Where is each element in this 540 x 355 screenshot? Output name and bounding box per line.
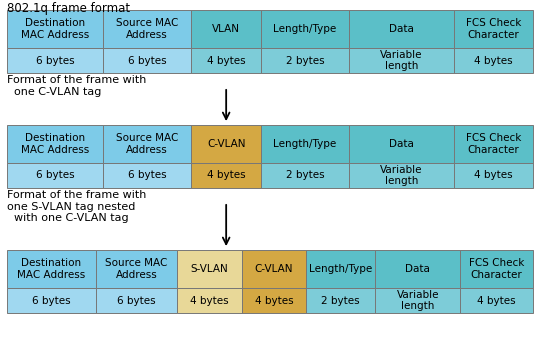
Text: C-VLAN: C-VLAN xyxy=(255,264,293,274)
Bar xyxy=(454,125,533,163)
Text: 6 bytes: 6 bytes xyxy=(128,170,166,180)
Text: Destination
MAC Address: Destination MAC Address xyxy=(21,18,89,40)
Bar xyxy=(191,48,261,73)
Text: Length/Type: Length/Type xyxy=(273,24,337,34)
Text: 2 bytes: 2 bytes xyxy=(286,170,325,180)
Bar xyxy=(349,10,454,48)
Text: Source MAC
Address: Source MAC Address xyxy=(116,18,178,40)
Bar xyxy=(7,48,104,73)
Text: 6 bytes: 6 bytes xyxy=(128,55,166,66)
Text: 6 bytes: 6 bytes xyxy=(32,295,71,306)
Text: 6 bytes: 6 bytes xyxy=(36,170,75,180)
Bar xyxy=(306,288,375,313)
Bar xyxy=(375,250,460,288)
Text: FCS Check
Character: FCS Check Character xyxy=(469,258,524,280)
Bar xyxy=(7,163,104,188)
Bar xyxy=(454,48,533,73)
Text: C-VLAN: C-VLAN xyxy=(207,139,245,149)
Bar xyxy=(242,288,306,313)
Text: Length/Type: Length/Type xyxy=(309,264,373,274)
Text: Source MAC
Address: Source MAC Address xyxy=(105,258,167,280)
Bar xyxy=(460,288,533,313)
Text: VLAN: VLAN xyxy=(212,24,240,34)
Bar xyxy=(104,48,191,73)
Text: 2 bytes: 2 bytes xyxy=(286,55,325,66)
Text: 4 bytes: 4 bytes xyxy=(255,295,293,306)
Bar xyxy=(96,288,177,313)
Bar xyxy=(191,125,261,163)
Bar xyxy=(261,163,349,188)
Bar xyxy=(191,163,261,188)
Bar xyxy=(104,10,191,48)
Text: 6 bytes: 6 bytes xyxy=(117,295,156,306)
Text: 4 bytes: 4 bytes xyxy=(474,55,513,66)
Text: Data: Data xyxy=(389,24,414,34)
Bar xyxy=(7,125,104,163)
Bar xyxy=(261,10,349,48)
Bar xyxy=(177,288,242,313)
Bar xyxy=(191,10,261,48)
Bar xyxy=(454,10,533,48)
Bar xyxy=(7,250,96,288)
Text: Destination
MAC Address: Destination MAC Address xyxy=(17,258,86,280)
Text: 4 bytes: 4 bytes xyxy=(477,295,516,306)
Text: FCS Check
Character: FCS Check Character xyxy=(466,18,521,40)
Text: FCS Check
Character: FCS Check Character xyxy=(466,133,521,155)
Bar xyxy=(104,125,191,163)
Text: 4 bytes: 4 bytes xyxy=(190,295,228,306)
Text: 6 bytes: 6 bytes xyxy=(36,55,75,66)
Text: 4 bytes: 4 bytes xyxy=(207,55,246,66)
Text: 4 bytes: 4 bytes xyxy=(474,170,513,180)
Bar xyxy=(7,10,104,48)
Text: Variable
length: Variable length xyxy=(380,165,423,186)
Text: Data: Data xyxy=(389,139,414,149)
Text: Source MAC
Address: Source MAC Address xyxy=(116,133,178,155)
Text: Data: Data xyxy=(405,264,430,274)
Bar xyxy=(349,125,454,163)
Text: Length/Type: Length/Type xyxy=(273,139,337,149)
Bar xyxy=(7,288,96,313)
Text: Variable
length: Variable length xyxy=(396,290,439,311)
Text: 2 bytes: 2 bytes xyxy=(321,295,360,306)
Bar xyxy=(242,250,306,288)
Bar xyxy=(104,163,191,188)
Bar xyxy=(96,250,177,288)
Text: 802.1q frame format: 802.1q frame format xyxy=(7,2,130,15)
Text: Format of the frame with
  one C-VLAN tag: Format of the frame with one C-VLAN tag xyxy=(7,75,146,97)
Bar xyxy=(261,48,349,73)
Text: S-VLAN: S-VLAN xyxy=(191,264,228,274)
Text: Destination
MAC Address: Destination MAC Address xyxy=(21,133,89,155)
Text: Format of the frame with
one S-VLAN tag nested
  with one C-VLAN tag: Format of the frame with one S-VLAN tag … xyxy=(7,190,146,223)
Bar xyxy=(460,250,533,288)
Bar xyxy=(454,163,533,188)
Bar xyxy=(375,288,460,313)
Bar xyxy=(349,163,454,188)
Bar xyxy=(177,250,242,288)
Bar xyxy=(306,250,375,288)
Text: Variable
length: Variable length xyxy=(380,50,423,71)
Bar xyxy=(349,48,454,73)
Text: 4 bytes: 4 bytes xyxy=(207,170,246,180)
Bar xyxy=(261,125,349,163)
